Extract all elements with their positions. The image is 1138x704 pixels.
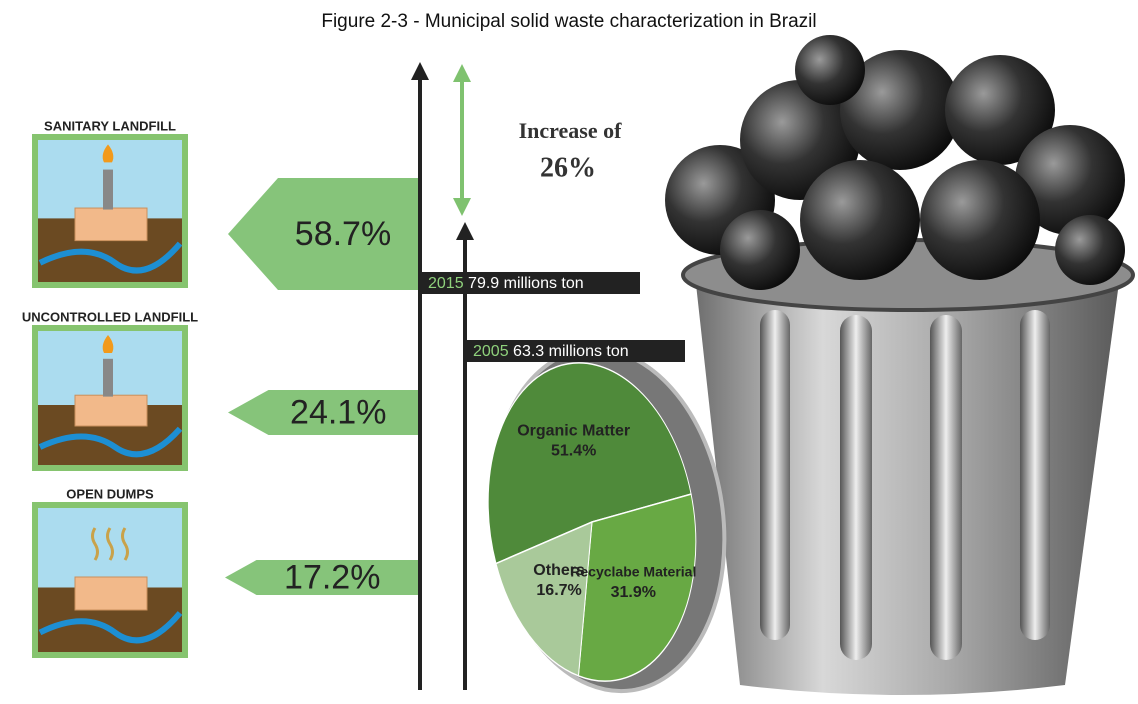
share-label: 24.1% [290,393,386,431]
timeline-amount: 79.9 millions ton [468,275,584,292]
pie-category: Recyclabe Material [570,564,696,580]
increase-amount: 26% [540,152,596,183]
timeline-label: 2005 63.3 millions ton [473,343,629,360]
share-label: 17.2% [284,558,380,596]
method-label: UNCONTROLLED LANDFILL [22,309,198,324]
icon-pit [75,577,147,610]
timeline-amount: 63.3 millions ton [513,343,629,360]
share-label: 58.7% [295,215,391,253]
title: Figure 2-3 - Municipal solid waste chara… [321,11,816,32]
method-icon [35,505,185,655]
trash-can [665,35,1133,695]
pie-value-label: 16.7% [536,582,581,599]
timeline-arrows [411,62,474,690]
method-label: SANITARY LANDFILL [44,118,176,133]
pie-value-label: 31.9% [611,584,656,601]
timeline-year: 2015 [428,275,464,292]
method-icon [35,328,185,468]
icon-pit [75,395,147,426]
method-icon [35,137,185,285]
pie-category: Others [533,562,585,579]
timeline-label: 2015 79.9 millions ton [428,275,584,292]
timeline-year: 2005 [473,343,509,360]
infographic: Figure 2-3 - Municipal solid waste chara… [0,0,1138,704]
pie-category: Organic Matter [517,422,630,439]
icon-pit [75,208,147,241]
increase-text: Increase of [519,118,623,143]
icon-chimney [103,359,113,397]
pie-value-label: 51.4% [551,442,596,459]
icon-chimney [103,170,113,210]
method-label: OPEN DUMPS [66,486,154,501]
